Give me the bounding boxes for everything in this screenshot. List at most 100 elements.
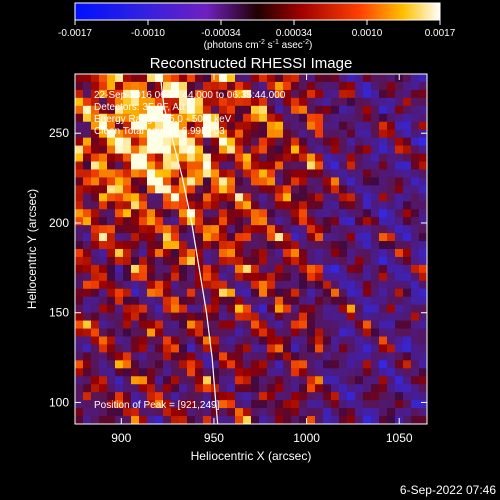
heatmap-cell	[243, 105, 252, 115]
heatmap-cell	[371, 416, 380, 424]
heatmap-cell	[267, 201, 276, 210]
heatmap-cell	[395, 233, 404, 242]
heatmap-cell	[131, 129, 140, 139]
heatmap-cell	[75, 272, 84, 282]
heatmap-cell	[275, 177, 284, 186]
heatmap-cell	[115, 74, 124, 83]
heatmap-cell	[131, 193, 140, 202]
heatmap-cell	[203, 177, 212, 186]
heatmap-cell	[331, 249, 340, 258]
heatmap-cell	[355, 304, 364, 314]
heatmap-cell	[259, 113, 268, 123]
heatmap-cell	[171, 344, 180, 353]
heatmap-cell	[291, 105, 300, 115]
heatmap-cell	[139, 320, 148, 329]
heatmap-cell	[99, 288, 108, 298]
heatmap-cell	[291, 241, 300, 250]
heatmap-cell	[115, 288, 124, 298]
heatmap-cell	[91, 145, 100, 154]
heatmap-cell	[387, 81, 396, 91]
heatmap-cell	[323, 336, 332, 345]
heatmap-cell	[123, 416, 132, 424]
heatmap-cell	[291, 264, 300, 274]
heatmap-cell	[379, 81, 388, 91]
heatmap-cell	[75, 280, 84, 290]
heatmap-cell	[187, 320, 196, 329]
heatmap-cell	[147, 233, 156, 242]
heatmap-cell	[179, 193, 188, 202]
heatmap-cell	[75, 408, 84, 417]
heatmap-cell	[75, 320, 84, 329]
heatmap-cell	[163, 400, 172, 409]
heatmap-cell	[243, 217, 252, 226]
heatmap-cell	[347, 328, 356, 337]
heatmap-cell	[187, 89, 196, 99]
heatmap-cell	[163, 89, 172, 99]
heatmap-cell	[83, 121, 92, 131]
heatmap-cell	[387, 129, 396, 139]
heatmap-cell	[99, 105, 108, 115]
heatmap-cell	[283, 296, 292, 306]
heatmap-cell	[275, 256, 284, 266]
heatmap-cell	[107, 137, 116, 146]
heatmap-cell	[115, 177, 124, 186]
heatmap-cell	[339, 233, 348, 242]
heatmap-cell	[347, 185, 356, 194]
heatmap-cell	[203, 296, 212, 306]
heatmap-cell	[291, 217, 300, 226]
heatmap-cell	[259, 296, 268, 306]
heatmap-cell	[107, 249, 116, 258]
heatmap-cell	[211, 304, 220, 314]
heatmap-cell	[163, 249, 172, 258]
heatmap-cell	[147, 344, 156, 353]
heatmap-cell	[171, 74, 180, 83]
heatmap-cell	[419, 113, 427, 123]
heatmap-cell	[339, 352, 348, 361]
heatmap-cell	[371, 288, 380, 298]
heatmap-cell	[363, 400, 372, 409]
heatmap-cell	[283, 400, 292, 409]
heatmap-cell	[411, 161, 420, 170]
heatmap-cell	[411, 408, 420, 417]
heatmap-cell	[323, 97, 332, 107]
heatmap-cell	[91, 137, 100, 146]
heatmap-cell	[395, 193, 404, 202]
heatmap-cell	[211, 137, 220, 146]
heatmap-cell	[139, 233, 148, 242]
heatmap-cell	[299, 249, 308, 258]
heatmap-cell	[171, 193, 180, 202]
heatmap-cell	[99, 121, 108, 131]
heatmap-cell	[219, 328, 228, 337]
heatmap-cell	[203, 137, 212, 146]
heatmap-cell	[275, 145, 284, 154]
heatmap-cell	[315, 328, 324, 337]
heatmap-cell	[235, 249, 244, 258]
heatmap-cell	[219, 296, 228, 306]
heatmap-cell	[235, 352, 244, 361]
heatmap-cell	[243, 121, 252, 131]
heatmap-cell	[123, 288, 132, 298]
heatmap-cell	[131, 384, 140, 393]
heatmap-cell	[163, 392, 172, 401]
heatmap-cell	[243, 233, 252, 242]
heatmap-cell	[339, 368, 348, 377]
heatmap-cell	[155, 105, 164, 115]
heatmap-cell	[267, 89, 276, 99]
heatmap-cell	[379, 376, 388, 385]
heatmap-cell	[139, 344, 148, 353]
heatmap-cell	[379, 225, 388, 234]
heatmap-cell	[179, 233, 188, 242]
heatmap-cell	[323, 113, 332, 123]
heatmap-cell	[259, 336, 268, 345]
heatmap-cell	[75, 392, 84, 401]
heatmap-cell	[307, 304, 316, 314]
heatmap-cell	[275, 312, 284, 321]
heatmap-cell	[243, 153, 252, 162]
heatmap-cell	[339, 161, 348, 170]
heatmap-cell	[363, 161, 372, 170]
heatmap-cell	[267, 217, 276, 226]
heatmap-cell	[411, 249, 420, 258]
heatmap-cell	[155, 193, 164, 202]
heatmap-cell	[83, 217, 92, 226]
